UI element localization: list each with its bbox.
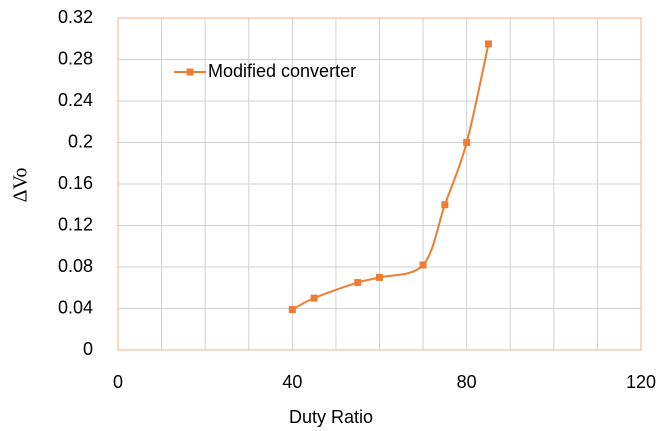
- y-tick-label: 0.32: [58, 7, 93, 27]
- x-axis-label: Duty Ratio: [289, 407, 373, 427]
- y-tick-label: 0.28: [58, 48, 93, 68]
- x-tick-label: 40: [282, 372, 302, 392]
- y-tick-label: 0.24: [58, 90, 93, 110]
- y-tick-label: 0.12: [58, 214, 93, 234]
- line: [291, 43, 490, 311]
- y-axis-label: ΔVo: [10, 168, 32, 203]
- marker: [441, 201, 449, 209]
- marker: [376, 273, 383, 281]
- marker: [419, 261, 427, 269]
- x-tick-label: 80: [457, 372, 477, 392]
- y-tick-label: 0.04: [58, 297, 93, 317]
- y-tick-label: 0.16: [58, 173, 93, 193]
- plot-border: [117, 17, 642, 351]
- legend-label: Modified converter: [208, 61, 356, 81]
- y-tick-label: 0.08: [58, 256, 93, 276]
- legend-marker: [186, 68, 194, 76]
- y-tick-label: 0: [83, 339, 93, 359]
- marker: [288, 306, 296, 314]
- marker: [354, 279, 362, 287]
- x-tick-label: 0: [113, 372, 123, 392]
- x-tick-label: 120: [626, 372, 656, 392]
- marker: [463, 139, 471, 146]
- marker: [484, 40, 492, 48]
- marker: [310, 294, 318, 302]
- y-tick-label: 0.2: [68, 131, 93, 151]
